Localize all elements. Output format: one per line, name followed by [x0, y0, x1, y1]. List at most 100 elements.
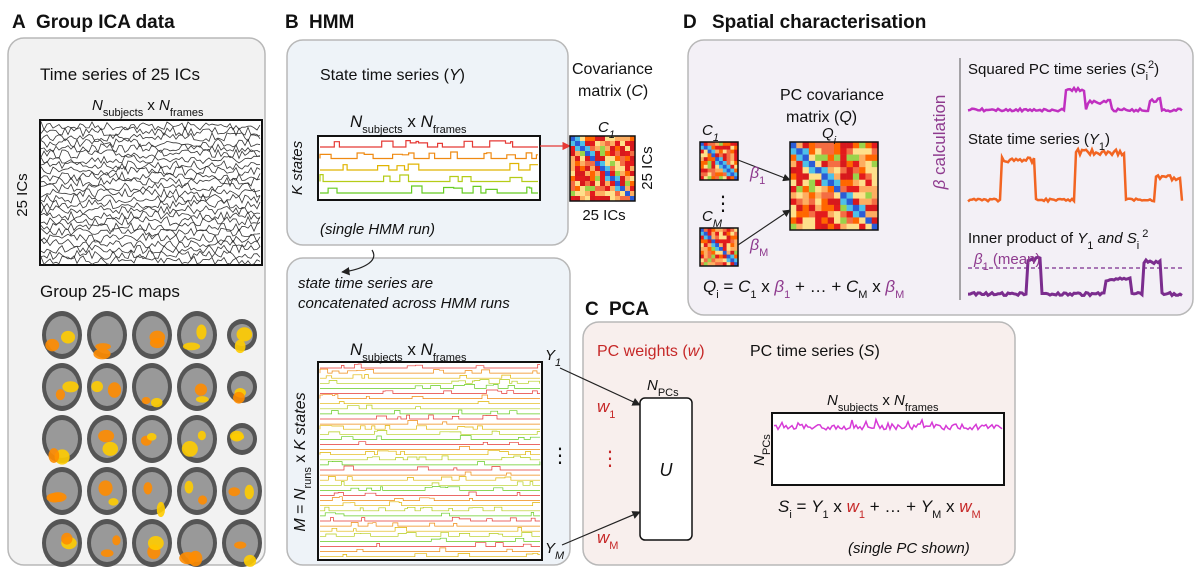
matrix-cell: [719, 239, 724, 244]
matrix-label: U: [660, 460, 674, 480]
matrix-cell: [808, 198, 816, 206]
matrix-cell: [625, 146, 631, 152]
matrix-cell: [722, 262, 727, 267]
matrix-cell: [722, 247, 727, 252]
matrix-cell: [726, 243, 731, 248]
matrix-cell: [834, 179, 841, 187]
matrix-cell: [570, 191, 576, 197]
matrix-cell: [846, 154, 854, 162]
matrix-cell: [871, 148, 879, 155]
text-part: N: [421, 340, 434, 359]
matrix-cell: [625, 136, 631, 142]
text-part: 1: [609, 129, 615, 141]
state-trace: [320, 537, 540, 542]
ic-trace: [40, 165, 261, 176]
text-part: 1: [555, 357, 561, 369]
matrix-cell: [630, 171, 636, 177]
note: (single HMM run): [320, 221, 435, 238]
panel-letter: D: [683, 12, 697, 33]
matrix-cell: [580, 156, 586, 162]
state-trace: [320, 531, 540, 537]
state-trace: [320, 389, 540, 394]
matrix-cell: [620, 151, 626, 157]
matrix-cell: [734, 161, 739, 166]
matrix-cell: [734, 243, 739, 248]
matrix-cell: [605, 196, 611, 202]
matrix-cell: [859, 198, 866, 206]
activation: [244, 484, 254, 500]
matrix-cell: [605, 171, 611, 177]
matrix-cell: [585, 156, 591, 162]
matrix-cell: [865, 179, 873, 187]
matrix-cell: [600, 161, 606, 167]
matrix-cell: [827, 223, 835, 231]
text-part: (mean): [989, 251, 1041, 268]
matrix-cell: [625, 196, 631, 202]
matrix-cell: [585, 176, 591, 182]
matrix-cell: [570, 176, 576, 182]
state-trace: [320, 446, 540, 450]
ic-trace: [40, 187, 261, 199]
text-part: M: [292, 518, 309, 532]
text-part: 1: [859, 509, 865, 521]
matrix-cell: [734, 142, 739, 147]
activation: [179, 551, 197, 565]
matrix-cell: [620, 196, 626, 202]
matrix-cell: [585, 161, 591, 167]
matrix-cell: [625, 181, 631, 187]
text-part: Y: [449, 67, 461, 84]
axis-label: NPCs: [751, 434, 773, 466]
state-trace: [320, 409, 540, 415]
matrix-cell: [580, 166, 586, 172]
matrix-cell: [865, 142, 873, 149]
matrix-cell: [802, 160, 810, 168]
matrix-cell: [865, 186, 873, 193]
text-part: Q: [822, 125, 834, 142]
matrix-cell: [722, 153, 727, 158]
matrix-cell: [808, 179, 816, 187]
matrix-cell: [707, 142, 712, 147]
u-matrix: [639, 397, 693, 541]
text-part: C: [846, 277, 859, 296]
matrix-cell: [719, 176, 724, 181]
state-trace: [320, 384, 540, 389]
matrix-cell: [700, 239, 705, 244]
matrix-cell: [700, 157, 705, 162]
matrix-cell: [711, 250, 716, 255]
matrix-cell: [865, 223, 873, 231]
matrix-cell: [821, 223, 829, 231]
matrix-cell: [827, 192, 835, 199]
matrix-cell: [700, 153, 705, 158]
text-part: S: [864, 343, 875, 360]
matrix-cell: [859, 186, 866, 193]
matrix-cell: [734, 239, 739, 244]
matrix-cell: [620, 166, 626, 172]
matrix-cell: [871, 160, 879, 168]
matrix-cell: [707, 153, 712, 158]
matrix-cell: [730, 247, 735, 252]
matrix-cell: [840, 186, 847, 193]
matrix-cell: [615, 171, 621, 177]
matrix-cell: [595, 196, 601, 202]
matrix-cell: [625, 186, 631, 192]
matrix-cell: [871, 186, 879, 193]
matrix-cell: [620, 141, 626, 147]
matrix-cell: [790, 204, 797, 212]
matrix-border: [789, 141, 879, 231]
text-part: β: [884, 277, 895, 296]
matrix-cell: [846, 142, 854, 149]
matrix-cell: [815, 173, 822, 181]
matrix-cell: [827, 179, 835, 187]
matrix-cell: [808, 204, 816, 212]
matrix-cell: [808, 160, 816, 168]
text-part: calculation: [930, 95, 949, 180]
matrix-cell: [802, 223, 810, 231]
ellipsis: ⋮: [600, 448, 620, 470]
text-part: i: [1146, 71, 1148, 83]
mean-label: β1 (mean): [973, 251, 1040, 273]
matrix-cell: [570, 166, 576, 172]
text-part: subjects: [838, 402, 879, 414]
matrix-cell: [715, 161, 720, 166]
matrix-cell: [711, 161, 716, 166]
